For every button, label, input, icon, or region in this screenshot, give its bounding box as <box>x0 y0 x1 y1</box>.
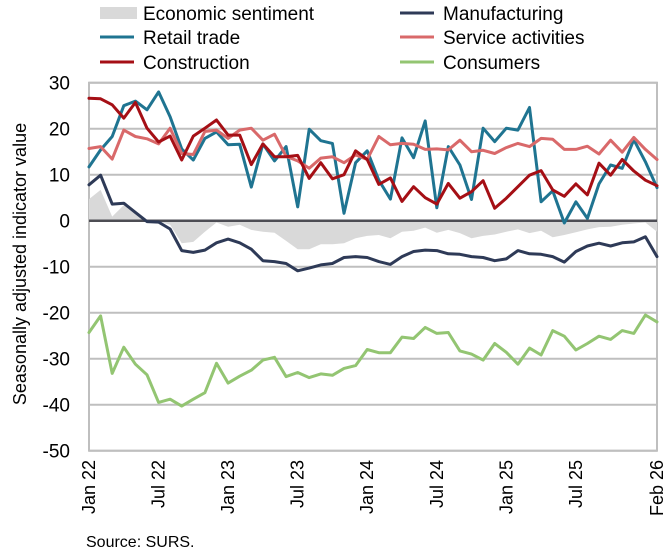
legend-label: Service activities <box>443 28 585 49</box>
legend-item: Retail trade <box>100 28 240 49</box>
y-tick-label: -10 <box>43 258 70 279</box>
y-tick-label: 10 <box>49 166 70 187</box>
y-tick-label: -40 <box>43 396 70 417</box>
legend-swatch-box <box>100 7 137 19</box>
legend: Economic sentiment Manufacturing Retail tr… <box>100 4 585 74</box>
y-tick-label: 0 <box>59 212 70 233</box>
y-axis-ticks: 30 20 10 0 -10 -20 -30 -40 -50 <box>43 74 70 463</box>
legend-label: Construction <box>143 53 250 74</box>
x-tick-label: Jul 24 <box>427 460 447 508</box>
x-tick-label: Jul 25 <box>566 460 586 508</box>
series-line-retail-trade <box>87 90 659 225</box>
x-tick-label: Jan 24 <box>357 460 377 514</box>
x-tick-label: Jan 22 <box>79 460 99 514</box>
series-line-consumers <box>87 313 659 408</box>
y-tick-label: -50 <box>43 442 70 463</box>
y-tick-label: -30 <box>43 350 70 371</box>
lines-layer <box>87 90 659 408</box>
x-tick-label: Jul 23 <box>288 460 308 508</box>
x-tick-label: Jul 22 <box>149 460 169 508</box>
legend-item: Construction <box>100 53 250 74</box>
x-tick-label: Feb 26 <box>647 460 667 516</box>
x-tick-label: Jan 25 <box>496 460 516 514</box>
series-line-manufacturing <box>87 173 659 273</box>
legend-label: Economic sentiment <box>143 4 315 25</box>
y-tick-label: -20 <box>43 304 70 325</box>
legend-label: Consumers <box>443 53 540 74</box>
y-axis-title: Seasonally adjusted indicator value <box>10 123 30 405</box>
series-line-construction <box>87 96 659 210</box>
legend-label: Retail trade <box>143 28 240 49</box>
legend-label: Manufacturing <box>443 4 563 25</box>
legend-item: Consumers <box>400 53 540 74</box>
x-axis-ticks: Jan 22 Jul 22 Jan 23 Jul 23 Jan 24 Jul 24 Jan … <box>79 460 667 516</box>
y-tick-label: 30 <box>49 74 70 95</box>
legend-item: Economic sentiment <box>100 4 315 25</box>
legend-item: Manufacturing <box>400 4 563 25</box>
legend-item: Service activities <box>400 28 585 49</box>
y-tick-label: 20 <box>49 120 70 141</box>
source-note: Source: SURS. <box>86 534 194 551</box>
x-tick-label: Jan 23 <box>218 460 238 514</box>
